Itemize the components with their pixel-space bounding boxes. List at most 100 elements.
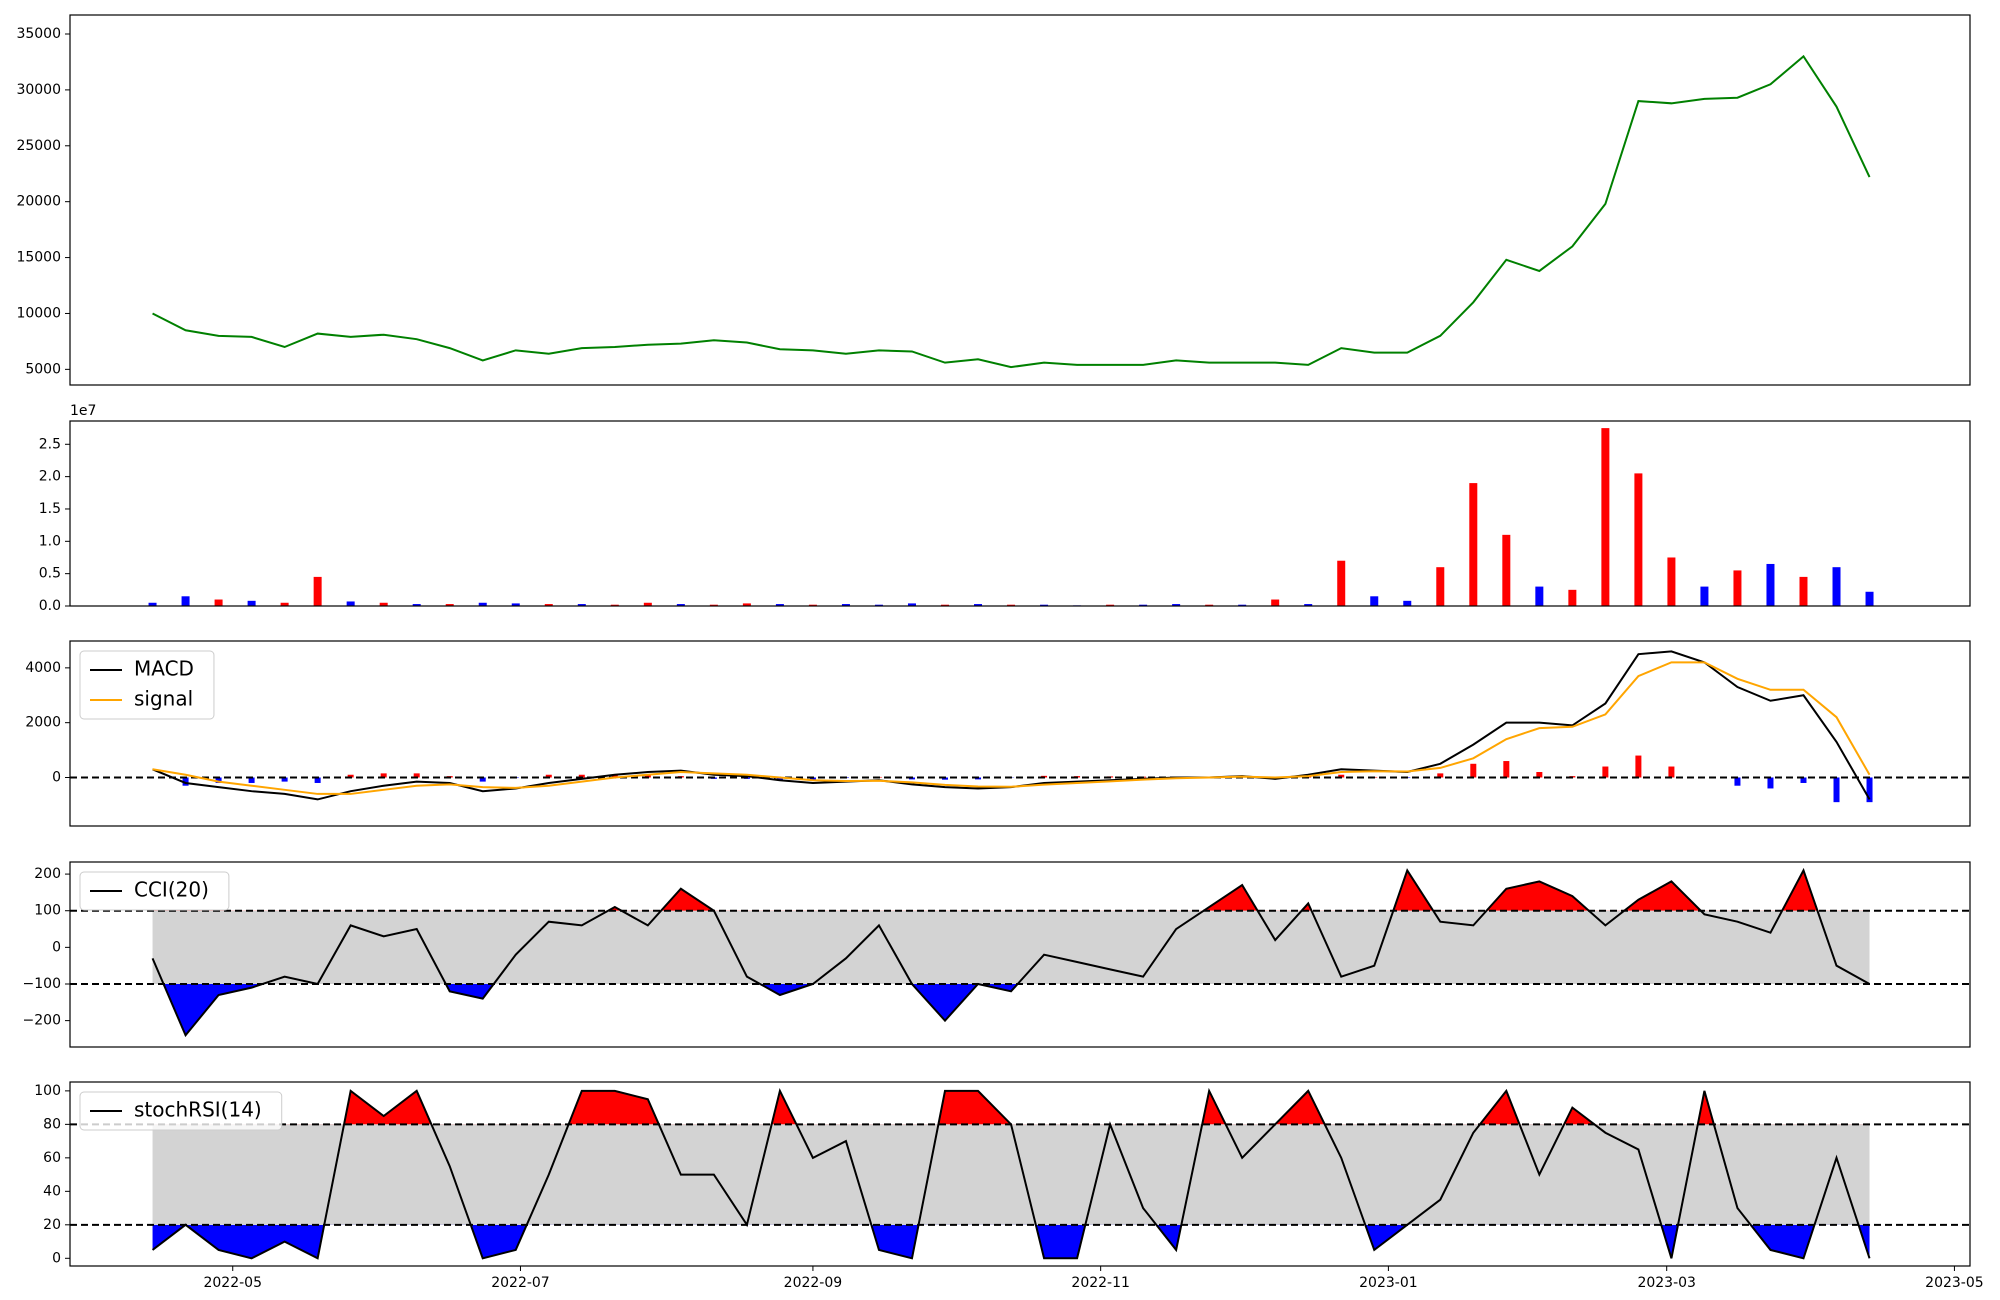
y-tick-label: 30000: [16, 82, 61, 98]
volume-bar: [445, 604, 454, 606]
volume-bar: [643, 602, 652, 606]
volume-bar: [1436, 567, 1445, 606]
y-tick-label: −200: [23, 1013, 61, 1029]
volume-bar: [1238, 604, 1247, 606]
histogram-bar: [809, 777, 816, 781]
volume-bar: [181, 596, 190, 606]
y-tick-label: 1.5: [39, 501, 61, 517]
volume-bar: [742, 603, 751, 606]
volume-bar: [214, 599, 223, 606]
legend-label: signal: [134, 687, 193, 711]
legend: CCI(20): [79, 871, 230, 911]
axes-frame: [69, 420, 1971, 607]
histogram-bar: [1800, 777, 1807, 783]
y-tick-label: 20: [43, 1217, 61, 1233]
y-tick-label: 1.0: [39, 533, 61, 549]
y-tick-label: 2.5: [39, 436, 61, 452]
volume-bar: [511, 603, 520, 606]
legend-box: [79, 650, 215, 720]
volume-bar: [1502, 534, 1511, 606]
histogram-bar: [347, 774, 354, 778]
y-tick-label: 100: [34, 903, 61, 919]
oversold-fill: [163, 983, 1018, 1036]
y-tick-label: 0.0: [39, 598, 61, 614]
volume-bar: [412, 604, 421, 606]
volume-bar: [544, 604, 553, 606]
volume-bar: [1667, 557, 1676, 606]
volume-bar: [478, 602, 487, 606]
y-tick-label: 5000: [25, 361, 61, 377]
y-tick-label: 20000: [16, 194, 61, 210]
volume-bar: [1733, 570, 1742, 606]
volume-bar: [610, 604, 619, 606]
indicator-line: [151, 867, 1871, 1038]
volume-bar: [1766, 563, 1775, 606]
histogram-bar: [1536, 772, 1543, 778]
histogram-bar: [281, 777, 288, 782]
y-tick-label: 10000: [16, 305, 61, 321]
legend-label: MACD: [134, 657, 194, 681]
neutral-band: [152, 910, 1870, 984]
volume-bar: [247, 600, 256, 606]
volume-bar: [974, 604, 983, 606]
y-tick-label: 4000: [25, 660, 61, 676]
volume-bar: [1799, 576, 1808, 606]
x-tick-label: 2023-05: [1925, 1275, 1984, 1291]
volume-bar: [1172, 604, 1181, 606]
volume-bar: [841, 604, 850, 606]
volume-bar: [1370, 596, 1379, 606]
neutral-band: [152, 1124, 1870, 1225]
volume-bar: [1832, 567, 1841, 606]
oversold-fill: [152, 1224, 1870, 1259]
legend-label: CCI(20): [134, 878, 209, 902]
legend-box: [79, 871, 230, 911]
volume-bar: [280, 602, 289, 606]
histogram-bar: [413, 773, 420, 778]
volume-bar: [1040, 604, 1049, 606]
volume-bar: [941, 604, 949, 606]
histogram-bar: [1767, 777, 1774, 789]
histogram-bar: [1338, 774, 1345, 778]
volume-bar: [676, 604, 685, 606]
axes-frame: [69, 14, 1971, 386]
histogram-bar: [611, 774, 618, 778]
x-tick-label: 2023-03: [1637, 1275, 1696, 1291]
volume-bar: [1007, 604, 1016, 606]
volume-bar: [1535, 586, 1544, 606]
histogram-bar: [1734, 777, 1741, 786]
histogram-bar: [1602, 766, 1609, 778]
x-tick-label: 2022-09: [784, 1275, 843, 1291]
overbought-fill: [608, 870, 1818, 911]
axes-frame: [69, 1081, 1971, 1267]
histogram-bar: [1635, 755, 1642, 778]
volume-bar: [1304, 604, 1313, 606]
y-tick-label: 200: [34, 866, 61, 882]
volume-bar: [1568, 589, 1577, 606]
histogram-bar: [479, 777, 486, 782]
indicator-line: [152, 661, 1871, 795]
volume-bar: [1865, 591, 1874, 606]
y-tick-label: 60: [43, 1150, 61, 1166]
volume-bar: [313, 576, 322, 606]
histogram-bar: [1833, 777, 1840, 803]
y-tick-label: −100: [23, 976, 61, 992]
volume-bar: [775, 604, 784, 606]
volume-bar: [379, 602, 388, 606]
x-tick-label: 2022-07: [491, 1275, 550, 1291]
histogram-bar: [545, 774, 552, 778]
histogram-bar: [1470, 763, 1477, 778]
histogram-bar: [578, 774, 585, 778]
histogram-bar: [1668, 766, 1675, 778]
volume-bar: [1601, 428, 1610, 606]
volume-bar: [1469, 483, 1478, 606]
histogram-bar: [942, 777, 948, 780]
y-tick-label: 0.5: [39, 566, 61, 582]
histogram-bar: [314, 777, 321, 783]
x-tick-label: 2022-05: [203, 1275, 262, 1291]
histogram-bar: [1866, 777, 1873, 803]
x-tick-label: 2022-11: [1071, 1275, 1130, 1291]
legend: stochRSI(14): [79, 1091, 283, 1131]
volume-bar: [148, 602, 157, 606]
volume-bar: [1205, 604, 1214, 606]
